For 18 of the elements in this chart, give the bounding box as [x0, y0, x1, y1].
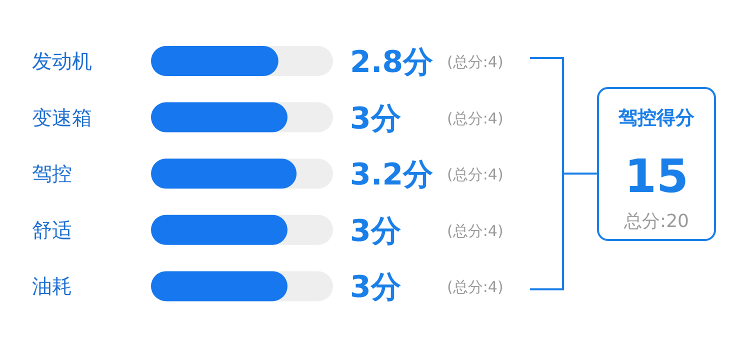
text: (总分:4): [447, 109, 504, 128]
data-label: 3分: [350, 101, 401, 136]
text: (总分:4): [447, 166, 504, 184]
y-tick-label: 油耗: [32, 274, 72, 298]
y-tick-label: 变速箱: [32, 105, 92, 130]
text: (总分:4): [447, 53, 504, 71]
y-tick-label: 驾控: [32, 162, 72, 186]
y-tick-label: 发动机: [32, 49, 92, 73]
text: 15: [624, 149, 689, 203]
data-label: 3分: [350, 214, 401, 249]
data-label: 3.2分: [350, 158, 434, 193]
text: (总分:4): [447, 222, 504, 240]
data-label: 3分: [350, 270, 401, 306]
y-tick-label: 舒适: [32, 218, 72, 242]
data-label: 2.8分: [350, 45, 434, 80]
text: (总分:4): [447, 278, 504, 296]
text: 总分:20: [623, 211, 689, 232]
text: 驾控得分: [618, 107, 696, 129]
